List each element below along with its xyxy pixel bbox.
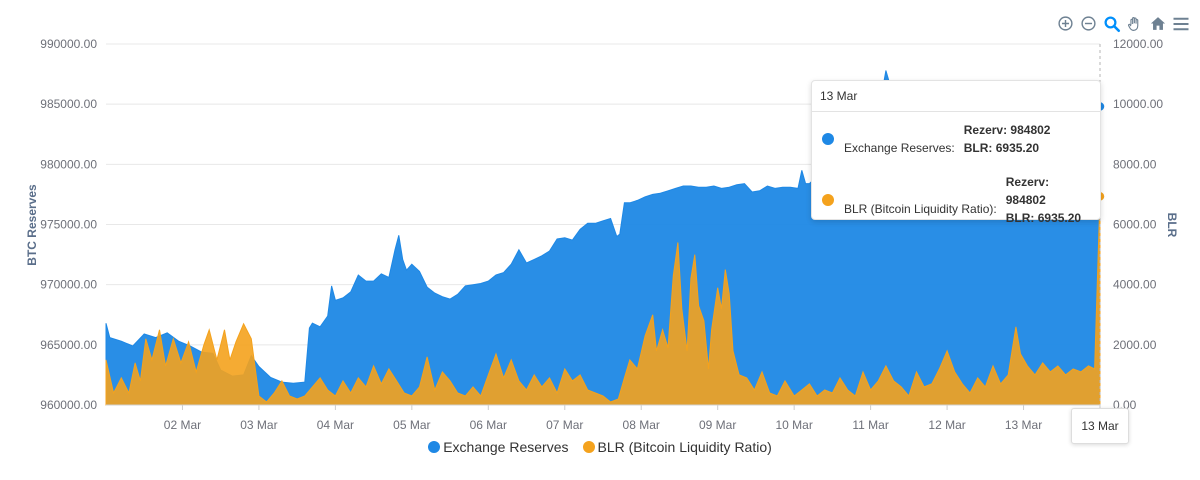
home-icon[interactable]	[1148, 14, 1167, 33]
y-right-tick-label: 10000.00	[1113, 97, 1163, 111]
y-left-tick-label: 980000.00	[40, 157, 97, 171]
legend-label: Exchange Reserves	[443, 439, 569, 455]
y-left-tick-label: 960000.00	[40, 398, 97, 412]
zoom-out-icon[interactable]	[1079, 14, 1098, 33]
x-tick-label: 13 Mar	[1005, 418, 1042, 432]
tooltip-title: 13 Mar	[820, 89, 858, 103]
x-tick-label: 02 Mar	[164, 418, 201, 432]
legend-label: BLR (Bitcoin Liquidity Ratio)	[597, 439, 772, 455]
legend-marker-blr	[582, 441, 595, 453]
y-left-tick-label: 965000.00	[40, 338, 97, 352]
chart-toolbar	[1056, 14, 1190, 33]
y-left-tick-label: 975000.00	[40, 218, 97, 232]
chart-tooltip: 13 Mar Exchange Reserves: Rezerv: 984802…	[811, 80, 1101, 225]
menu-icon[interactable]	[1171, 14, 1190, 33]
y-right-tick-label: 6000.00	[1113, 218, 1157, 232]
legend-item-blr[interactable]: BLR (Bitcoin Liquidity Ratio)	[582, 439, 772, 455]
x-tick-label: 06 Mar	[470, 418, 507, 432]
x-tick-label: 11 Mar	[852, 418, 888, 432]
tooltip-value-rezerv: Rezerv: 984802	[1005, 175, 1050, 207]
series-area-1	[105, 196, 1101, 406]
tooltip-value-blr: BLR: 6935.20	[963, 141, 1040, 155]
y-right-tick-label: 4000.00	[1113, 278, 1157, 292]
tooltip-label: BLR (Bitcoin Liquidity Ratio):	[844, 202, 997, 216]
tooltip-marker-exchange-reserves	[822, 133, 834, 145]
tooltip-row-blr: BLR (Bitcoin Liquidity Ratio): Rezerv: 9…	[822, 173, 1092, 227]
x-axis-crosshair-label: 13 Mar	[1071, 408, 1129, 444]
legend-item-exchange-reserves[interactable]: Exchange Reserves	[428, 439, 569, 455]
x-tick-label: 05 Mar	[393, 418, 430, 432]
zoom-in-icon[interactable]	[1056, 14, 1075, 33]
y-left-tick-label: 985000.00	[40, 97, 97, 111]
x-tick-label: 10 Mar	[775, 418, 812, 432]
x-tick-label: 03 Mar	[240, 418, 277, 432]
y-axis-left-title: BTC Reserves	[25, 184, 39, 266]
x-tick-label: 07 Mar	[546, 418, 583, 432]
tooltip-values: Rezerv: 984802 BLR: 6935.20	[964, 121, 1051, 157]
selection-zoom-icon[interactable]	[1102, 14, 1121, 33]
y-axis-right-title: BLR	[1165, 213, 1179, 238]
tooltip-values: Rezerv: 984802 BLR: 6935.20	[1006, 173, 1092, 227]
tooltip-divider	[812, 111, 1100, 112]
x-tick-label: 09 Mar	[699, 418, 736, 432]
tooltip-value-rezerv: Rezerv: 984802	[963, 123, 1051, 137]
y-left-tick-label: 970000.00	[40, 278, 97, 292]
x-tick-label: 12 Mar	[928, 418, 965, 432]
legend-marker-exchange-reserves	[428, 441, 441, 453]
y-right-tick-label: 8000.00	[1113, 157, 1157, 171]
tooltip-value-blr: BLR: 6935.20	[1005, 211, 1082, 225]
x-tick-label: 04 Mar	[317, 418, 354, 432]
pan-icon[interactable]	[1125, 14, 1144, 33]
y-left-tick-label: 990000.00	[40, 37, 97, 51]
tooltip-marker-blr	[822, 194, 834, 206]
tooltip-label: Exchange Reserves:	[844, 141, 955, 155]
tooltip-row-exchange-reserves: Exchange Reserves: Rezerv: 984802 BLR: 6…	[822, 121, 1092, 157]
y-right-tick-label: 12000.00	[1113, 37, 1163, 51]
y-right-tick-label: 2000.00	[1113, 338, 1157, 352]
x-tick-label: 08 Mar	[623, 418, 660, 432]
chart-legend: Exchange Reserves BLR (Bitcoin Liquidity…	[0, 439, 1200, 455]
